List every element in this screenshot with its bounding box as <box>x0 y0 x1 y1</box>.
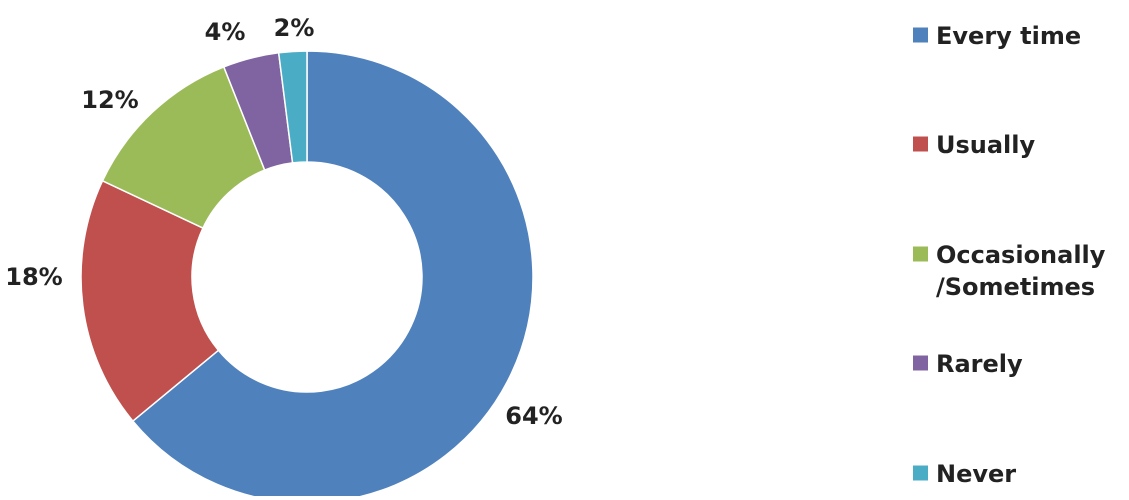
slice-value-label-3: 4% <box>205 18 246 46</box>
donut-slice-4 <box>277 50 308 164</box>
slice-value-label-2: 12% <box>81 86 138 114</box>
legend: Every time Usually Occasionally/Sometimes R… <box>913 22 1106 488</box>
legend-swatch-3 <box>913 355 928 371</box>
legend-label-2-line-0: Occasionally <box>936 241 1106 269</box>
legend-entry-1: Usually <box>913 131 1036 159</box>
legend-swatch-0 <box>913 27 928 43</box>
legend-entry-4: Never <box>913 460 1016 488</box>
legend-entry-2: Occasionally/Sometimes <box>913 241 1106 301</box>
legend-label-4: Never <box>936 460 1016 488</box>
legend-entry-0: Every time <box>913 22 1081 50</box>
legend-swatch-4 <box>913 465 928 481</box>
slice-value-label-4: 2% <box>274 14 315 42</box>
legend-label-1: Usually <box>936 131 1036 159</box>
legend-label-2-line-1: /Sometimes <box>936 273 1095 301</box>
legend-label-3: Rarely <box>936 350 1023 378</box>
slice-value-label-1: 18% <box>5 263 62 291</box>
slice-value-label-0: 64% <box>505 402 562 430</box>
legend-label-0: Every time <box>936 22 1081 50</box>
donut-slice-0 <box>131 50 534 500</box>
legend-entry-3: Rarely <box>913 350 1023 378</box>
donut-slices <box>80 50 534 500</box>
legend-swatch-1 <box>913 136 928 152</box>
legend-swatch-2 <box>913 246 928 262</box>
slice-value-labels: 64% 18% 12% 4% 2% <box>5 14 562 430</box>
donut-slice-1 <box>80 179 220 423</box>
